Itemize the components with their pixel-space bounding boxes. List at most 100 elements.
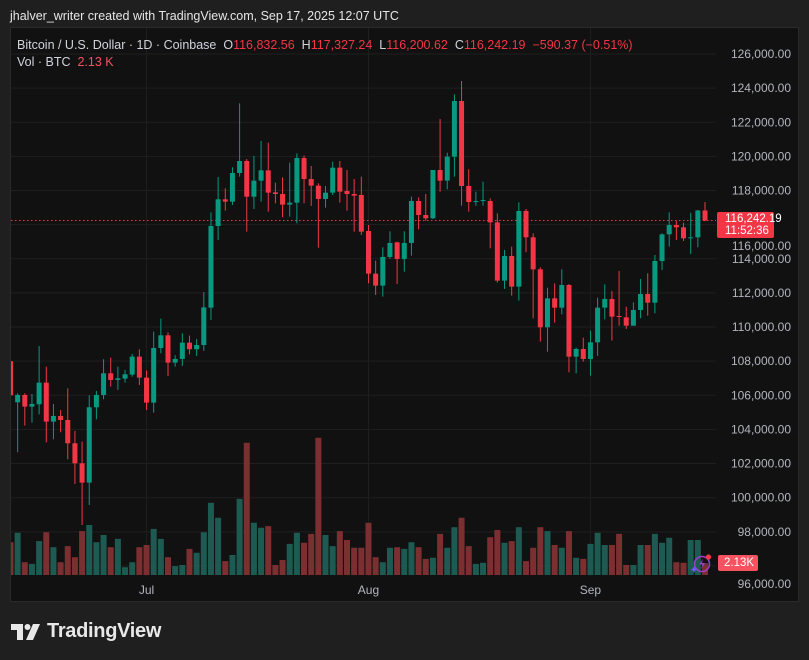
chart-credit: jhalver_writer created with TradingView.… (10, 9, 399, 23)
time-axis: Jul Aug Sep (139, 583, 602, 597)
candle-body (559, 284, 565, 308)
candle-body (638, 293, 644, 310)
time-tick-label: Jul (139, 583, 154, 597)
candle-body (144, 377, 150, 403)
volume-bar (344, 540, 350, 575)
volume-bar (329, 546, 336, 575)
volume-bar (322, 535, 329, 575)
volume-bar (57, 562, 64, 575)
brand-name: TradingView (47, 620, 162, 642)
volume-bar (637, 545, 644, 575)
volume-bar (451, 527, 458, 575)
volume-bar (351, 547, 358, 575)
volume-bars (11, 437, 708, 575)
volume-bar (530, 547, 537, 575)
volume-bar (444, 547, 451, 575)
candle-body (11, 361, 13, 396)
volume-label[interactable]: Vol · BTC (17, 55, 71, 69)
volume-bar (243, 442, 250, 575)
candle-body (301, 157, 307, 179)
candle-body (494, 222, 500, 281)
close-label: C (454, 38, 464, 52)
candle-body (344, 190, 350, 194)
candle-body (580, 348, 586, 359)
candle-body (387, 242, 393, 257)
volume-bar (429, 557, 436, 575)
candle-body (194, 345, 200, 350)
candle-body (86, 407, 92, 483)
volume-bar (580, 558, 587, 575)
volume-bar (508, 541, 515, 575)
volume-bar (129, 562, 136, 575)
candle-body (416, 200, 422, 215)
tradingview-logo[interactable]: TradingView (11, 620, 161, 643)
volume-bar (107, 547, 114, 575)
last-price-tag: 116,242.19 11:52:36 (717, 212, 782, 238)
volume-bar (71, 557, 78, 575)
volume-bar (480, 562, 487, 575)
volume-bar (93, 542, 100, 575)
candle-body (401, 242, 407, 259)
volume-bar (623, 565, 630, 575)
candle-body (201, 307, 207, 346)
price-tick-label: 110,000.00 (732, 320, 791, 334)
candle-body (358, 194, 364, 232)
candle-body (337, 167, 343, 192)
candle-body (509, 255, 515, 287)
candle-body (351, 193, 357, 196)
volume-bar (630, 565, 637, 575)
price-tick-label: 106,000.00 (731, 388, 791, 402)
candle-body (72, 443, 78, 464)
candle-body (79, 463, 85, 483)
candle-body (186, 342, 192, 350)
candle-body (122, 374, 128, 379)
chart-panel[interactable] (10, 27, 799, 602)
candle-body (22, 394, 28, 407)
volume-bar (222, 561, 229, 575)
candle-body (444, 156, 450, 181)
volume-bar (279, 560, 286, 575)
candle-body (229, 172, 235, 202)
candle-body (566, 284, 572, 357)
volume-bar (28, 563, 35, 575)
candle-body (215, 199, 221, 226)
volume-bar (64, 546, 71, 575)
candle-body (537, 269, 543, 328)
volume-bar (515, 527, 522, 575)
candle-body (423, 214, 429, 219)
volume-bar (501, 542, 508, 575)
candle-body (666, 225, 672, 235)
volume-bar (315, 437, 322, 575)
lightning-assistant-icon[interactable] (690, 553, 712, 575)
volume-bar (401, 548, 408, 575)
volume-bar (680, 562, 687, 575)
candle-body (101, 373, 107, 395)
candle-body (136, 356, 142, 378)
price-tick-label: 98,000.00 (738, 525, 792, 539)
volume-bar (43, 532, 50, 575)
symbol-title[interactable]: Bitcoin / U.S. Dollar · 1D · Coinbase (17, 38, 217, 52)
volume-bar (293, 532, 300, 575)
volume-bar (379, 562, 386, 575)
volume-bar (229, 555, 236, 575)
time-tick-label: Aug (358, 583, 379, 597)
price-tick-label: 102,000.00 (731, 457, 791, 471)
symbol-row: Bitcoin / U.S. Dollar · 1D · Coinbase O1… (17, 37, 633, 54)
volume-value: 2.13 K (77, 55, 114, 69)
volume-bar (14, 532, 21, 575)
tradingview-logo-icon (11, 623, 40, 640)
open-label: O (223, 38, 234, 52)
volume-bar (487, 537, 494, 575)
volume-bar (136, 547, 143, 575)
volume-bar (79, 531, 86, 575)
candle-body (473, 200, 479, 202)
price-tick-label: 126,000.00 (731, 47, 791, 61)
volume-bar (250, 522, 257, 575)
volume-bar (157, 538, 164, 575)
candle-body (544, 298, 550, 328)
candle-body (265, 170, 271, 193)
volume-bar (465, 546, 472, 575)
candle-body (652, 260, 658, 303)
candle-body (65, 419, 71, 444)
